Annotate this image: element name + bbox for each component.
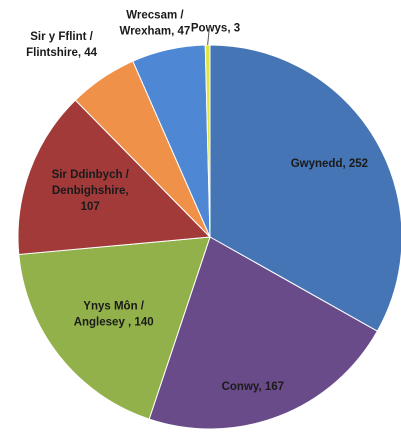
pie-slice-label-4: Sir y Fflint / Flintshire, 44 xyxy=(26,31,98,59)
pie-slice-label-3: Sir Ddinbych / Denbighshire, 107 xyxy=(52,169,130,213)
pie-labels: Gwynedd, 252 Conwy, 167 Ynys Môn / Anglesey… xyxy=(26,10,368,393)
pie-slices xyxy=(17,44,401,430)
pie-slice-label-2: Ynys Môn / Anglesey , 140 xyxy=(74,300,154,328)
pie-slice-2 xyxy=(18,236,211,420)
pie-slice-1 xyxy=(148,236,379,430)
pie-slice-label-0: Gwynedd, 252 xyxy=(291,158,368,170)
pie-slice-0 xyxy=(209,44,401,332)
pie-slice-3 xyxy=(17,99,212,255)
pie-slice-6 xyxy=(204,44,211,238)
pie-slice-label-5: Wrecsam / Wrexham, 47 xyxy=(120,10,191,38)
pie-leader-line-6 xyxy=(207,24,211,46)
pie-slice-label-1: Conwy, 167 xyxy=(222,381,284,393)
pie-slice-label-6: Powys, 3 xyxy=(191,22,240,34)
